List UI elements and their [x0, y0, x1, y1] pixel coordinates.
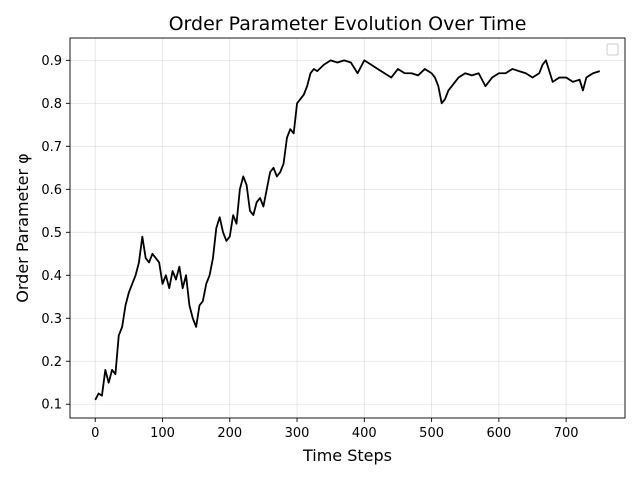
- x-tick-label: 600: [486, 426, 511, 441]
- legend-box: [606, 43, 619, 56]
- y-tick-label: 0.4: [41, 269, 62, 284]
- x-tick-label: 200: [217, 426, 242, 441]
- series-layer: [94, 59, 601, 401]
- y-tick-label: 0.2: [41, 355, 62, 370]
- x-tick-label: 700: [554, 426, 579, 441]
- y-axis-label: Order Parameter φ: [13, 153, 32, 302]
- y-tick-label: 0.7: [41, 140, 62, 155]
- x-tick-label: 500: [419, 426, 444, 441]
- y-tick-label: 0.6: [41, 183, 62, 198]
- x-axis-label: Time Steps: [302, 446, 392, 465]
- legend: [606, 43, 619, 56]
- y-tick-label: 0.9: [41, 54, 62, 69]
- y-axis: 0.1 0.2 0.3 0.4 0.5 0.6 0.7 0.8 0.9: [41, 54, 70, 413]
- y-tick-label: 0.5: [41, 226, 62, 241]
- x-tick-label: 300: [285, 426, 310, 441]
- x-axis: 0 100 200 300 400 500 600 700: [91, 418, 579, 441]
- x-tick-label: 400: [352, 426, 377, 441]
- chart-title: Order Parameter Evolution Over Time: [169, 13, 527, 35]
- grid-lines: [70, 38, 625, 418]
- y-tick-label: 0.8: [41, 97, 62, 112]
- x-tick-label: 100: [150, 426, 175, 441]
- x-tick-label: 0: [91, 426, 99, 441]
- y-tick-label: 0.3: [41, 312, 62, 327]
- series-line: [94, 59, 601, 401]
- plot-area-frame: [69, 37, 626, 419]
- y-tick-label: 0.1: [41, 398, 62, 413]
